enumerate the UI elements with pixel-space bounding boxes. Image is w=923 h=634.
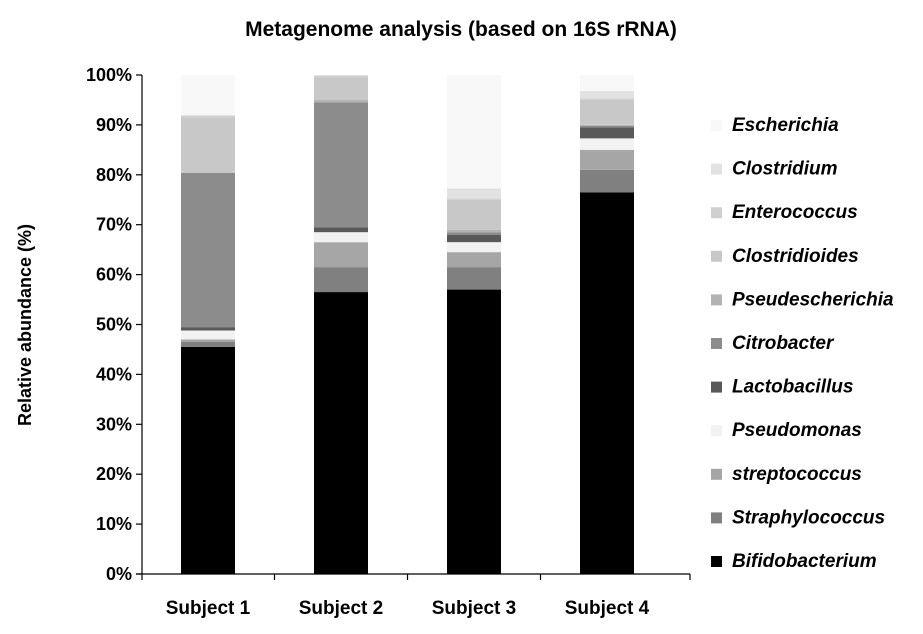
bar-segment [447, 75, 501, 189]
bar-segment [447, 234, 501, 243]
bar-segment [314, 77, 368, 100]
bar-segment [447, 242, 501, 253]
legend-swatch [711, 468, 722, 480]
legend-entry: Lactobacillus [732, 377, 853, 398]
legend-entry: Pseudescherichia [732, 289, 894, 310]
bar-segment [580, 169, 634, 193]
bar-segment [314, 75, 368, 78]
bar-segment [580, 138, 634, 150]
bar-segment [181, 115, 235, 118]
legend-entry: Enterococcus [732, 202, 858, 223]
bar-segment [580, 149, 634, 170]
bar-segment [580, 75, 634, 91]
legend-swatch [711, 120, 722, 131]
y-tick-label: 20% [96, 464, 132, 484]
legend: Escherichia Clostridium Enterococcus Clostr… [711, 115, 894, 572]
legend-swatch [711, 425, 722, 437]
y-tick-label: 100% [86, 65, 132, 85]
x-tick-label: Subject 1 [166, 598, 251, 619]
bar-segment [447, 252, 501, 268]
legend-swatch [711, 163, 722, 175]
chart-title: Metagenome analysis (based on 16S rRNA) [245, 18, 677, 41]
y-tick-label: 40% [96, 364, 132, 384]
bar-segment [181, 172, 235, 328]
legend-entry: Bifidobacterium [732, 551, 877, 572]
legend-entry: Citrobacter [732, 333, 835, 354]
legend-swatch [711, 207, 722, 219]
legend-entry: streptococcus [732, 464, 862, 485]
legend-swatch [711, 338, 722, 349]
bar-segment [447, 229, 501, 233]
legend-swatch [711, 556, 722, 567]
bar-segment [314, 232, 368, 243]
bar-segment [181, 346, 235, 574]
legend-swatch [711, 512, 722, 524]
bar-segment [447, 198, 501, 200]
plot-area: 0% 10% 20% 30% 40% 50% 60% 70% 80% 90% 100% Subject… [86, 65, 691, 619]
legend-swatch [711, 381, 722, 393]
y-tick-label: 70% [96, 215, 132, 235]
bar-segment [314, 267, 368, 293]
bar-segment [181, 114, 235, 116]
legend-entry: Clostridioides [732, 246, 859, 267]
y-tick-label: 0% [106, 564, 132, 584]
legend-entry: Clostridium [732, 159, 838, 180]
bar-segment [314, 227, 368, 233]
legend-entry: Pseudomonas [732, 420, 862, 441]
bar-segment [580, 124, 634, 126]
bar-segment [447, 188, 501, 199]
legend-swatch [711, 250, 722, 262]
y-axis-label: Relative abundance (%) [15, 224, 35, 426]
x-tick-label: Subject 4 [565, 598, 650, 619]
bar-segment [314, 242, 368, 268]
bar-segment [580, 99, 634, 125]
legend-entry: Escherichia [732, 115, 839, 136]
bar-segment [580, 90, 634, 99]
bar-segment [580, 125, 634, 128]
y-tick-label: 50% [96, 315, 132, 335]
bar-segment [447, 232, 501, 235]
y-tick-label: 90% [96, 115, 132, 135]
bar-segment [181, 75, 235, 115]
bar-segment [314, 292, 368, 574]
y-tick-label: 60% [96, 265, 132, 285]
y-tick-label: 30% [96, 414, 132, 434]
bar-segment [447, 267, 501, 290]
bar-segment [314, 75, 368, 76]
bar-segment [580, 127, 634, 139]
bar-segment [314, 99, 368, 103]
bar-segment [580, 98, 634, 100]
bar-segment [181, 330, 235, 340]
x-tick-label: Subject 3 [432, 598, 516, 619]
x-tick-label: Subject 2 [299, 598, 383, 619]
bar-segment [181, 117, 235, 173]
bar-segment [447, 289, 501, 574]
y-tick-label: 80% [96, 165, 132, 185]
bar-segment [314, 102, 368, 228]
legend-swatch [711, 294, 722, 306]
bar-segment [181, 327, 235, 331]
bar-segment [580, 192, 634, 574]
legend-entry: Straphylococcus [732, 507, 885, 528]
bar-segment [181, 339, 235, 342]
bar-segment [181, 341, 235, 347]
bar-segment [447, 199, 501, 230]
y-tick-label: 10% [96, 514, 132, 534]
